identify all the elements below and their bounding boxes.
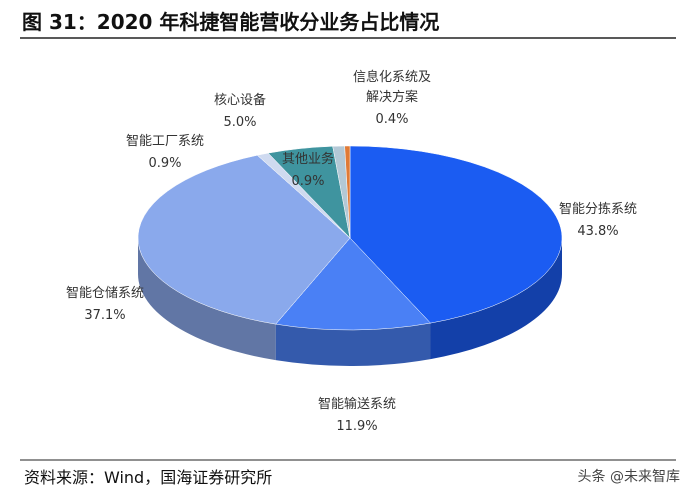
slice-side <box>138 238 276 361</box>
slice-label: 智能工厂系统 <box>125 134 205 149</box>
slice-side <box>275 323 431 367</box>
value-label: 0.9% <box>291 174 325 189</box>
slice-label: 信息化系统及 解决方案 <box>352 70 432 105</box>
slice <box>137 154 351 325</box>
slice-side <box>430 238 562 360</box>
slice-label: 智能输送系统 <box>317 397 397 412</box>
slice-label: 其他业务 <box>281 152 335 167</box>
slice-label: 智能分拣系统 <box>558 202 638 217</box>
slice <box>344 145 351 239</box>
slice <box>349 145 563 324</box>
value-label: 37.1% <box>84 308 126 323</box>
slice <box>275 237 432 331</box>
chart-title: 图 31：2020 年科捷智能营收分业务占比情况 <box>22 10 440 34</box>
value-label: 43.8% <box>577 224 619 239</box>
source: 资料来源：Wind，国海证券研究所 <box>24 468 273 487</box>
slice-label: 核心设备 <box>213 93 267 108</box>
slice-label: 智能仓储系统 <box>65 286 145 301</box>
value-label: 0.4% <box>375 112 409 127</box>
value-label: 11.9% <box>336 419 378 434</box>
value-label: 0.9% <box>148 156 182 171</box>
value-label: 5.0% <box>223 115 257 130</box>
watermark: 头条 @未来智库 <box>577 469 680 485</box>
